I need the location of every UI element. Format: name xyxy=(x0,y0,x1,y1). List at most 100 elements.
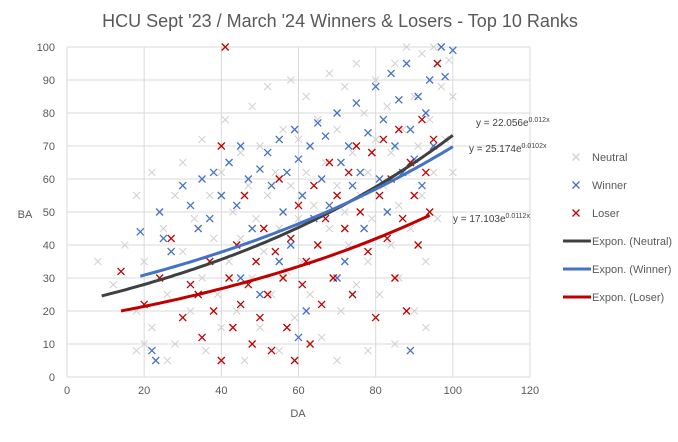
neutral-point xyxy=(148,168,156,177)
x-tick-label: 40 xyxy=(215,385,227,397)
legend-label: Neutral xyxy=(592,152,627,164)
neutral-point xyxy=(340,208,349,216)
equation-exponent: 0.012x xyxy=(529,117,551,124)
winner-point xyxy=(390,142,399,150)
loser-point xyxy=(398,214,407,223)
neutral-point xyxy=(306,290,314,299)
loser-point xyxy=(329,274,338,282)
loser-point xyxy=(209,307,218,315)
y-tick-label: 10 xyxy=(43,339,55,351)
equation-loser: y = 17.103e0.0112x xyxy=(453,213,530,225)
loser-point xyxy=(221,43,230,51)
neutral-point xyxy=(267,290,276,299)
neutral-point xyxy=(225,257,233,266)
neutral-point xyxy=(348,148,357,157)
loser-point xyxy=(252,257,261,266)
winner-point xyxy=(286,241,295,249)
x-axis-label: DA xyxy=(290,408,306,420)
x-tick-label: 60 xyxy=(292,385,304,397)
neutral-point xyxy=(398,125,407,134)
neutral-point xyxy=(302,92,311,101)
legend-label: Loser xyxy=(592,208,620,220)
winner-point xyxy=(302,307,311,315)
x-tick-label: 0 xyxy=(64,385,70,397)
winner-point xyxy=(167,247,176,256)
winner-point xyxy=(344,142,353,150)
winner-point xyxy=(236,274,245,282)
winner-point xyxy=(418,181,426,190)
trendlines xyxy=(101,134,454,313)
winner-point xyxy=(267,181,276,190)
winner-point xyxy=(352,99,361,108)
legend-item-loser: Loser xyxy=(572,208,620,220)
neutral-point xyxy=(302,168,311,177)
loser-point xyxy=(356,208,365,216)
winner-point xyxy=(441,72,450,81)
loser-point xyxy=(279,274,288,282)
scatter-points xyxy=(94,43,457,365)
winner-point xyxy=(313,118,322,127)
loser-point xyxy=(167,234,176,243)
winner-point xyxy=(321,132,330,141)
series-loser xyxy=(117,43,442,365)
y-tick-label: 40 xyxy=(43,240,55,252)
equation-winner: y = 25.174e0.0102x xyxy=(469,143,547,155)
neutral-point xyxy=(360,109,368,117)
winner-point xyxy=(136,227,145,236)
loser-point xyxy=(379,135,388,144)
neutral-point xyxy=(229,208,237,216)
legend: Neutral Winner Loser Expon. (Neutral) Expon.… xyxy=(563,152,672,304)
neutral-point xyxy=(202,346,210,355)
chart-title: HCU Sept '23 / March '24 Winners & Loser… xyxy=(102,11,578,31)
neutral-point xyxy=(391,59,399,68)
neutral-point xyxy=(371,135,380,144)
winner-point xyxy=(437,43,446,51)
neutral-point xyxy=(414,142,422,150)
neutral-point xyxy=(271,168,280,177)
neutral-point xyxy=(259,247,268,256)
neutral-point xyxy=(313,115,322,124)
loser-point xyxy=(390,274,399,282)
trendline-equations: y = 22.056e0.012x y = 25.174e0.0102x y = 1… xyxy=(453,117,550,225)
x-tick-label: 20 xyxy=(138,385,150,397)
winner-point xyxy=(379,115,388,124)
x-tick-label: 120 xyxy=(521,385,539,397)
x-tick-label: 80 xyxy=(370,385,382,397)
neutral-point xyxy=(198,135,206,144)
neutral-point xyxy=(190,214,199,223)
winner-point xyxy=(155,208,164,216)
y-tick-label: 0 xyxy=(49,372,55,384)
winner-point xyxy=(348,181,357,190)
loser-point xyxy=(348,290,357,299)
winner-point xyxy=(236,142,245,150)
y-tick-label: 60 xyxy=(43,174,55,186)
winner-point xyxy=(217,191,226,200)
winner-point xyxy=(356,168,365,177)
neutral-point xyxy=(317,333,326,342)
neutral-point xyxy=(209,234,218,243)
neutral-point xyxy=(337,307,345,315)
winner-point xyxy=(406,346,415,355)
loser-point xyxy=(429,135,438,144)
equation-base: y = 22.056e xyxy=(476,118,529,129)
loser-point xyxy=(410,191,419,200)
winner-point xyxy=(325,201,334,210)
winner-point xyxy=(414,92,423,101)
loser-point xyxy=(290,356,299,365)
equation-base: y = 17.103e xyxy=(453,214,506,225)
neutral-point xyxy=(236,148,245,157)
neutral-point xyxy=(221,115,230,124)
equation-neutral: y = 22.056e0.012x xyxy=(476,117,550,129)
winner-point xyxy=(383,208,392,216)
neutral-point xyxy=(448,92,457,101)
winner-point xyxy=(317,175,326,183)
y-tick-label: 50 xyxy=(43,207,55,219)
loser-point xyxy=(402,307,411,315)
loser-point xyxy=(217,142,226,150)
winner-point xyxy=(298,191,307,200)
neutral-point xyxy=(321,158,330,167)
neutral-point xyxy=(325,224,334,233)
equation-base: y = 25.174e xyxy=(469,144,522,155)
neutral-point xyxy=(256,323,264,332)
